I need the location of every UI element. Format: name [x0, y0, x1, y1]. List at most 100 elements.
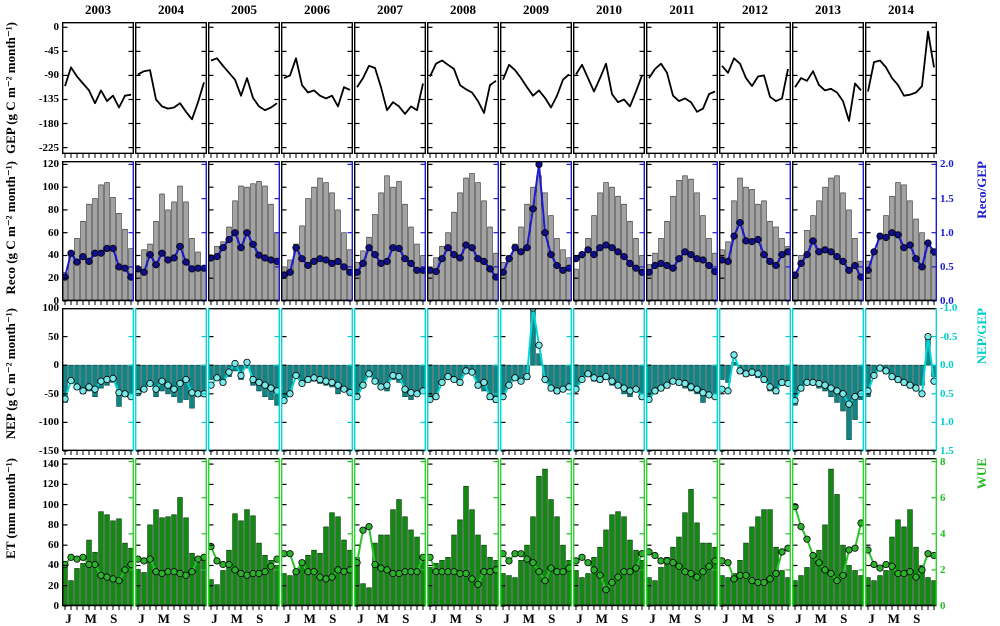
- tick-label: 100: [42, 302, 60, 314]
- tick-label: 60: [48, 226, 59, 239]
- x-tick-label: S: [767, 611, 774, 626]
- reco-panels: [62, 161, 937, 308]
- panel-gep-2012: [719, 22, 791, 158]
- x-tick-label: J: [649, 611, 656, 626]
- tick-label: 120: [42, 478, 60, 491]
- x-tick-label: M: [815, 611, 827, 626]
- x-tick-label: S: [402, 611, 409, 626]
- x-tick-label: M: [158, 611, 170, 626]
- tick-label: -135: [38, 93, 59, 106]
- reco-axis-title: Reco (g C m⁻² month⁻¹): [0, 161, 22, 294]
- panel-reco-2010: [573, 161, 645, 305]
- panel-gep-2014: [865, 22, 937, 158]
- year-label: 2006: [304, 2, 330, 17]
- tick-label: 80: [48, 203, 59, 216]
- year-label: 2009: [523, 2, 549, 17]
- x-tick-label: S: [840, 611, 847, 626]
- panel-nep-2013: [792, 308, 864, 455]
- reco-gep-right-title-text: Reco/GEP: [974, 161, 989, 219]
- tick-label: 8: [940, 455, 946, 468]
- row-gep: GEP (g C m⁻² month⁻¹) 0 -45 -90 -135 -180 -22…: [0, 21, 1000, 161]
- panel-nep-2005: [208, 308, 280, 455]
- panel-reco-2004: [135, 161, 207, 305]
- year-label: 2013: [815, 2, 841, 17]
- x-tick-label: J: [795, 611, 802, 626]
- panel-gep-2007: [354, 22, 426, 158]
- x-tick-label: M: [231, 611, 243, 626]
- tick-label: 0.5: [940, 387, 954, 400]
- nep-axis-title-text: NEP (g C m⁻² month⁻¹): [3, 308, 18, 440]
- tick-label: 0.0: [940, 359, 954, 372]
- et-axis-title: ET (mm month⁻¹): [0, 458, 22, 559]
- x-tick-label: J: [868, 611, 875, 626]
- gep-left-ticks: 0 -45 -90 -135 -180 -225: [22, 21, 62, 161]
- x-tick-label: S: [110, 611, 117, 626]
- x-tick-label: J: [576, 611, 583, 626]
- x-tick-label: M: [377, 611, 389, 626]
- year-label: 2003: [85, 2, 111, 17]
- year-label: 2011: [669, 2, 695, 17]
- panel-nep-2003: [62, 308, 134, 455]
- panel-nep-2008: [427, 308, 499, 455]
- tick-label: -90: [44, 69, 59, 82]
- panel-nep-2012: [719, 308, 791, 455]
- nep-gep-right-title-text: NEP/GEP: [974, 308, 989, 365]
- panel-gep-2011: [646, 22, 718, 158]
- tick-label: -225: [38, 141, 59, 154]
- et-left-ticks: 140 120 100 80 60 40 20 0: [22, 458, 62, 626]
- tick-label: -0.5: [940, 330, 958, 343]
- year-label: 2004: [158, 2, 184, 17]
- tick-label: 2: [940, 563, 946, 576]
- tick-label: 0.5: [940, 260, 954, 273]
- tick-label: 0: [53, 600, 60, 612]
- x-tick-label: S: [694, 611, 701, 626]
- panel-nep-2011: [646, 308, 718, 455]
- year-header: 2003 2004 2005 2006 2007 2008 2009 2010 2011 2012…: [62, 2, 1000, 22]
- x-tick-label: S: [548, 611, 555, 626]
- panel-gep-2005: [208, 22, 280, 158]
- x-tick-label: M: [523, 611, 535, 626]
- nep-axis-title: NEP (g C m⁻² month⁻¹): [0, 308, 22, 439]
- panel-nep-2007: [354, 308, 426, 455]
- tick-label: -180: [38, 117, 59, 130]
- panel-reco-2011: [646, 161, 718, 305]
- tick-label: 1.0: [940, 416, 954, 429]
- wue-right-title-text: WUE: [974, 458, 989, 490]
- gep-panels: [62, 22, 937, 161]
- x-tick-label: J: [284, 611, 291, 626]
- panel-gep-2013: [792, 22, 864, 158]
- x-tick-label: J: [138, 611, 145, 626]
- tick-label: -100: [38, 416, 59, 429]
- panel-gep-2009: [500, 22, 572, 158]
- tick-label: -150: [38, 445, 59, 457]
- x-tick-label: S: [183, 611, 190, 626]
- year-label: 2008: [450, 2, 476, 17]
- et-right-ticks: 8 6 4 2 0: [937, 455, 971, 626]
- panel-gep-2010: [573, 22, 645, 158]
- panel-reco-2008: [427, 161, 499, 305]
- panel-gep-2006: [281, 22, 353, 158]
- panel-nep-2006: [281, 308, 353, 455]
- panel-reco-2013: [792, 161, 864, 305]
- panel-nep-2009: [500, 308, 572, 455]
- x-tick-label: S: [329, 611, 336, 626]
- year-label: 2005: [231, 2, 257, 17]
- tick-label: 0: [53, 295, 60, 307]
- tick-label: 80: [48, 518, 59, 531]
- x-tick-label: S: [913, 611, 920, 626]
- panel-reco-2003: [62, 161, 134, 305]
- row-reco: Reco (g C m⁻² month⁻¹) 120 100 80 60 40 20 0 2…: [0, 158, 1000, 308]
- panel-reco-2007: [354, 161, 426, 305]
- tick-label: -1.0: [940, 302, 958, 314]
- panel-gep-2004: [135, 22, 207, 158]
